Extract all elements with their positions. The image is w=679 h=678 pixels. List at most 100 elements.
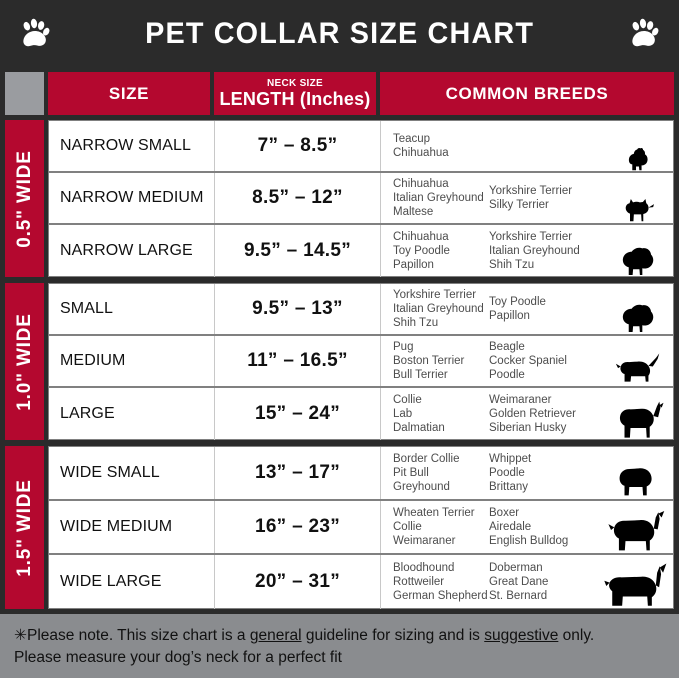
breed-item: Papillon [489,310,530,322]
breed-item: Collie [393,521,422,533]
header-length: NECK SIZE LENGTH (Inches) [214,72,376,115]
breed-item: Boston Terrier [393,355,465,367]
header-corner-spacer [5,72,44,115]
group-width-label-text: 1.0" WIDE [13,312,35,411]
breed-item: Yorkshire Terrier [489,185,573,197]
footer-line-2: Please measure your dog’s neck for a per… [14,649,342,666]
breed-column-2: Doberman Great Dane St. Bernard [489,561,609,603]
dog-silhouette-cell [603,501,669,553]
footer-text-c: only. [558,627,595,644]
breed-item: Great Dane [489,576,549,588]
pomeranian-silhouette [622,304,653,333]
breed-item: Chihuahua [393,178,449,190]
breed-column-1: Chihuahua Toy Poodle Papillon [381,230,489,272]
breed-item: Chihuahua [393,231,449,243]
title-bar: PET COLLAR SIZE CHART [0,0,679,68]
cell-neck-length: 9.5” – 14.5” [215,225,381,277]
breed-column-1: Chihuahua Italian Greyhound Maltese [381,177,489,219]
dog-silhouette-cell [603,555,669,609]
breed-item: Cocker Spaniel [489,355,567,367]
header-size: SIZE [48,72,210,115]
breed-item: Italian Greyhound [393,192,484,204]
breed-item: Silky Terrier [489,199,549,211]
breed-column-2: Boxer Airedale English Bulldog [489,506,609,548]
size-group: 1.5" WIDE WIDE SMALL 13” – 17” Border Colli… [0,444,679,611]
breed-column-1: Border Collie Pit Bull Greyhound [381,452,489,494]
breed-item: Weimaraner [489,394,552,406]
size-group: 1.0" WIDE SMALL 9.5” – 13” Yorkshire Terrie… [0,281,679,442]
breed-item: Whippet [489,453,532,465]
breed-item: Rottweiler [393,576,445,588]
table-row: WIDE SMALL 13” – 17” Border Collie Pit Bull… [49,447,673,501]
group-width-label: 1.0" WIDE [5,283,44,440]
cell-common-breeds: Chihuahua Italian Greyhound Maltese Yorkshi… [381,173,673,223]
cell-common-breeds: Chihuahua Toy Poodle Papillon Yorkshire Ter… [381,225,673,277]
cell-common-breeds: Teacup Chihuahua [381,121,673,171]
column-header-row: SIZE NECK SIZE LENGTH (Inches) COMMON BR… [0,68,679,118]
breed-item: Toy Poodle [489,296,546,308]
breed-item: Pit Bull [393,467,429,479]
doberman-silhouette [604,563,667,606]
dog-silhouette-cell [603,284,669,334]
breed-item: Maltese [393,206,434,218]
breed-item: Bloodhound [393,562,455,574]
breed-item: Weimaraner [393,535,456,547]
breed-item: Brittany [489,481,528,493]
cell-common-breeds: Pug Boston Terrier Bull Terrier Beagle Cocke… [381,336,673,386]
dog-silhouette-cell [603,388,669,440]
cell-neck-length: 16” – 23” [215,501,381,553]
group-width-label-text: 0.5" WIDE [13,149,35,248]
breed-column-2: Yorkshire Terrier Italian Greyhound Shih T… [489,230,609,272]
breed-column-1: Wheaten Terrier Collie Weimaraner [381,506,489,548]
dog-silhouette-cell [603,447,669,499]
footer-underline-general: general [249,627,302,644]
bulldog-silhouette [619,468,652,496]
cell-size-name: MEDIUM [49,336,215,386]
header-length-sub: NECK SIZE [266,78,324,89]
breed-column-1: Teacup Chihuahua [381,132,489,160]
footer-text-a: ✳Please note. This size chart is a [14,627,250,644]
breed-item: Shih Tzu [489,259,535,271]
cell-neck-length: 9.5” – 13” [215,284,381,334]
table-row: WIDE MEDIUM 16” – 23” Wheaten Terrier Colli… [49,501,673,555]
breed-column-2: Whippet Poodle Brittany [489,452,609,494]
cell-size-name: WIDE SMALL [49,447,215,499]
size-group: 0.5" WIDE NARROW SMALL 7” – 8.5” Teacup Chih… [0,118,679,279]
table-row: NARROW SMALL 7” – 8.5” Teacup Chihuahua [49,121,673,173]
breed-item: Airedale [489,521,532,533]
footer-text-b: guideline for sizing and is [301,627,485,644]
cell-common-breeds: Bloodhound Rottweiler German Shepherd Dober… [381,555,673,609]
breed-item: Wheaten Terrier [393,507,475,519]
breed-column-1: Pug Boston Terrier Bull Terrier [381,340,489,382]
cell-common-breeds: Wheaten Terrier Collie Weimaraner Boxer Aire… [381,501,673,553]
cell-neck-length: 7” – 8.5” [215,121,381,171]
group-rows: SMALL 9.5” – 13” Yorkshire Terrier Italian … [48,283,674,440]
cell-common-breeds: Yorkshire Terrier Italian Greyhound Shih T… [381,284,673,334]
breed-item: Beagle [489,341,525,353]
breed-item: Dalmatian [393,422,445,434]
breed-item: Poodle [489,369,525,381]
breed-item: Bull Terrier [393,369,448,381]
breed-item: Yorkshire Terrier [393,289,477,301]
beagle-silhouette [615,353,659,382]
cell-size-name: WIDE MEDIUM [49,501,215,553]
cell-common-breeds: Collie Lab Dalmatian Weimaraner Golden Retri… [381,388,673,440]
breed-column-2: Weimaraner Golden Retriever Siberian Husky [489,393,609,435]
breed-item: Boxer [489,507,520,519]
breed-item: Collie [393,394,422,406]
cell-neck-length: 13” – 17” [215,447,381,499]
breed-item: Siberian Husky [489,422,567,434]
breed-item: Poodle [489,467,525,479]
cell-size-name: LARGE [49,388,215,440]
breed-item: Yorkshire Terrier [489,231,573,243]
breed-item: Italian Greyhound [489,245,580,257]
group-width-label: 0.5" WIDE [5,120,44,277]
header-common-breeds: COMMON BREEDS [380,72,674,115]
breed-item: Shih Tzu [393,317,439,329]
header-length-main: LENGTH (Inches) [219,89,371,109]
cell-size-name: WIDE LARGE [49,555,215,609]
breed-item: German Shepherd [393,590,488,602]
footer-underline-suggestive: suggestive [484,627,559,644]
breed-column-2: Beagle Cocker Spaniel Poodle [489,340,609,382]
